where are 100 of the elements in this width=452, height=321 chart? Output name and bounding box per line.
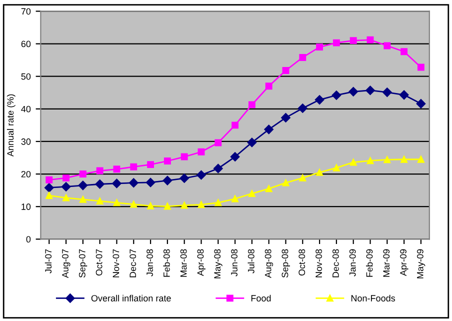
point bbox=[316, 168, 324, 176]
y-axis-title: Annual rate (%) bbox=[6, 94, 16, 157]
point bbox=[180, 174, 189, 183]
x-tick-label: Jul-07 bbox=[44, 249, 52, 274]
point bbox=[248, 101, 256, 108]
point bbox=[282, 67, 290, 74]
point bbox=[112, 178, 122, 188]
point bbox=[130, 163, 138, 170]
x-tick-label: Sep-08 bbox=[282, 249, 290, 278]
legend-label: Food bbox=[251, 294, 271, 302]
point bbox=[366, 36, 374, 44]
y-tick-label: 50 bbox=[21, 73, 31, 80]
point bbox=[314, 95, 324, 104]
point bbox=[79, 170, 86, 178]
point bbox=[198, 148, 205, 156]
x-tick-label: Aug-08 bbox=[264, 249, 274, 278]
point bbox=[384, 156, 391, 164]
x-tick-label: Apr-09 bbox=[400, 249, 408, 276]
point bbox=[130, 200, 138, 208]
point bbox=[162, 176, 172, 186]
x-tick-label: May-08 bbox=[214, 249, 222, 278]
point bbox=[366, 157, 374, 164]
point bbox=[350, 37, 357, 44]
point bbox=[316, 44, 324, 51]
point bbox=[332, 39, 340, 46]
x-tick-label: Nov-07 bbox=[112, 249, 120, 278]
x-tick-label: Jan-08 bbox=[146, 249, 153, 276]
point bbox=[332, 164, 340, 172]
point bbox=[180, 153, 188, 160]
point bbox=[62, 174, 70, 182]
point bbox=[113, 166, 120, 173]
point bbox=[417, 64, 424, 71]
point bbox=[129, 178, 138, 188]
point bbox=[147, 202, 154, 210]
x-tick-label: Jul-08 bbox=[248, 249, 254, 274]
y-tick-label: 60 bbox=[21, 40, 31, 48]
y-tick-label: 70 bbox=[21, 8, 31, 15]
point bbox=[214, 139, 222, 146]
x-tick-label: Feb-08 bbox=[163, 249, 170, 277]
x-tick-label: Dec-07 bbox=[130, 249, 136, 278]
point bbox=[299, 174, 306, 182]
point bbox=[146, 178, 156, 188]
point bbox=[180, 202, 188, 209]
point bbox=[400, 48, 408, 56]
x-tick-label: Oct-07 bbox=[96, 249, 102, 276]
point bbox=[46, 176, 53, 184]
point bbox=[281, 113, 290, 122]
point bbox=[299, 54, 306, 61]
x-tick-label: Feb-09 bbox=[366, 249, 373, 277]
point bbox=[214, 199, 222, 206]
y-tick-label: 20 bbox=[21, 170, 31, 178]
point bbox=[350, 158, 357, 166]
point bbox=[247, 138, 257, 148]
point bbox=[232, 122, 239, 129]
x-tick-label: Sep-07 bbox=[78, 249, 88, 278]
point bbox=[230, 152, 240, 162]
point bbox=[214, 164, 223, 174]
point bbox=[232, 195, 239, 202]
point bbox=[95, 179, 104, 189]
legend-label: Non-Foods bbox=[351, 294, 396, 302]
x-tick-label: Aug-07 bbox=[62, 249, 70, 278]
x-tick-label: Dec-08 bbox=[332, 249, 339, 278]
point bbox=[264, 124, 274, 134]
y-tick-label: 30 bbox=[21, 138, 31, 145]
x-tick-label: Oct-08 bbox=[298, 249, 306, 276]
point bbox=[265, 82, 272, 90]
point bbox=[96, 198, 104, 205]
point bbox=[298, 104, 308, 113]
point bbox=[198, 201, 205, 208]
point bbox=[382, 88, 392, 97]
point bbox=[399, 90, 409, 100]
point bbox=[113, 199, 120, 206]
point bbox=[96, 167, 104, 174]
point bbox=[164, 202, 171, 210]
point bbox=[384, 42, 391, 50]
point bbox=[400, 156, 408, 163]
point bbox=[417, 156, 424, 163]
x-tick-label: Jun-08 bbox=[231, 249, 238, 276]
point bbox=[332, 90, 342, 100]
point bbox=[416, 99, 426, 108]
x-tick-label: Jan-09 bbox=[349, 249, 356, 276]
point bbox=[44, 183, 54, 192]
y-tick-label: 10 bbox=[22, 204, 31, 210]
point bbox=[62, 194, 70, 202]
point bbox=[61, 182, 71, 192]
x-tick-label: Mar-09 bbox=[383, 249, 390, 277]
point bbox=[366, 86, 375, 95]
point bbox=[164, 158, 171, 164]
point bbox=[196, 170, 206, 180]
point bbox=[265, 185, 272, 192]
legend-label: Overall inflation rate bbox=[91, 294, 171, 302]
point bbox=[78, 180, 88, 190]
x-tick-label: Apr-08 bbox=[197, 249, 206, 276]
x-tick-label: May-09 bbox=[416, 249, 426, 278]
point bbox=[348, 87, 358, 96]
point bbox=[147, 161, 154, 168]
y-tick-label: 0 bbox=[26, 236, 31, 243]
y-tick-label: 40 bbox=[21, 106, 31, 112]
point bbox=[282, 179, 290, 186]
point bbox=[248, 190, 256, 198]
